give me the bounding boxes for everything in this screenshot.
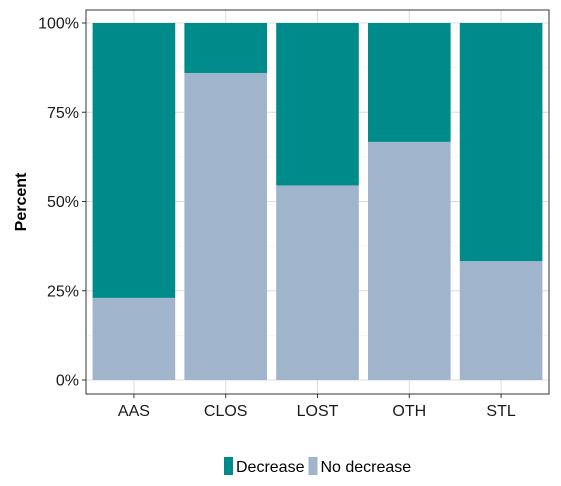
y-tick-label-0: 0% [56, 373, 79, 390]
legend-key-decrease [224, 457, 233, 475]
x-axis: AAS CLOS LOST OTH STL [118, 394, 516, 420]
bar-oth-no-decrease [367, 141, 451, 380]
x-tick-label-oth: OTH [392, 403, 426, 420]
x-tick-label-lost: LOST [297, 403, 339, 420]
bar-lost-decrease [276, 23, 359, 186]
legend-label-no-decrease: No decrease [320, 459, 411, 476]
bar-clos-no-decrease [184, 72, 268, 380]
bar-stl-decrease [459, 23, 543, 262]
y-tick-label-2: 50% [47, 194, 79, 211]
y-axis-title: Percent [13, 172, 30, 231]
bars [92, 23, 543, 380]
bar-clos-decrease [184, 23, 268, 73]
y-tick-label-3: 75% [47, 105, 79, 122]
y-axis: 0% 25% 50% 75% 100% [38, 16, 86, 390]
bar-aas-no-decrease [92, 297, 176, 380]
x-tick-label-clos: CLOS [204, 403, 248, 420]
x-tick-label-aas: AAS [118, 403, 150, 420]
legend-label-decrease: Decrease [236, 459, 305, 476]
legend: Decrease No decrease [224, 457, 411, 476]
bar-stl-no-decrease [459, 261, 543, 380]
bar-aas-decrease [92, 23, 176, 298]
y-tick-label-1: 25% [47, 283, 79, 300]
bar-oth-decrease [367, 23, 451, 142]
legend-key-no-decrease [308, 457, 318, 475]
x-tick-label-stl: STL [486, 403, 515, 420]
bar-lost-no-decrease [276, 185, 359, 380]
y-tick-label-4: 100% [38, 16, 79, 33]
